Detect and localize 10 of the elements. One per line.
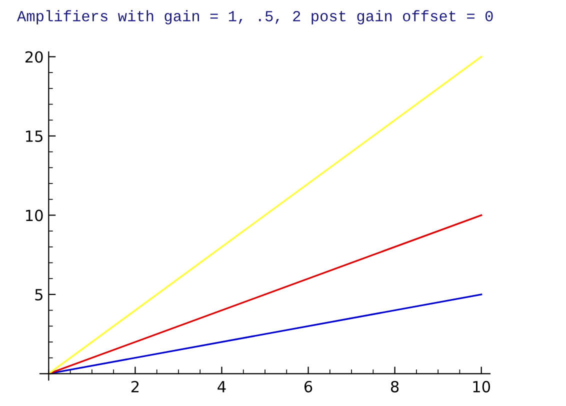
x-tick-label: 8: [390, 380, 399, 392]
x-tick-label: 10: [473, 380, 490, 392]
y-tick-label: 20: [25, 51, 43, 63]
chart-title: Amplifiers with gain = 1, .5, 2 post gain offset = 0: [16, 10, 493, 24]
y-tick-label: 10: [26, 210, 43, 222]
x-tick-label: 4: [218, 381, 226, 392]
y-tick-label: 5: [35, 289, 42, 300]
x-tick-label: 2: [131, 380, 139, 392]
x-tick-label: 6: [304, 380, 312, 392]
y-tick-label: 15: [26, 130, 42, 142]
